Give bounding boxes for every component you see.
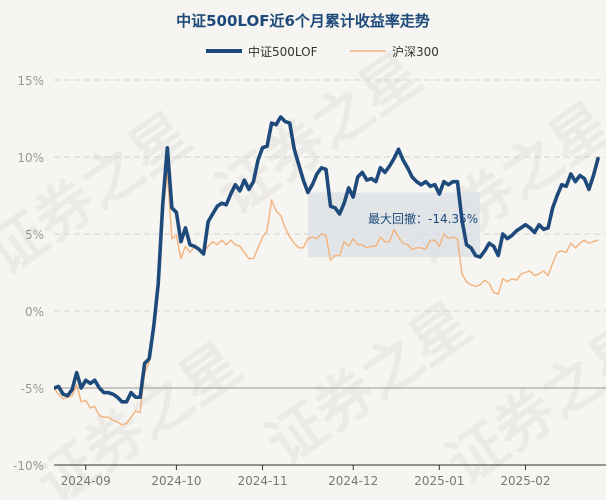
y-tick-label: 5% [25, 228, 44, 242]
x-tick-label: 2024-10 [151, 474, 201, 488]
x-axis: 2024-09 2024-10 2024-11 2024-12 2025-01 2025-… [54, 464, 606, 488]
legend-label-index: 沪深300 [392, 45, 439, 59]
x-tick-label: 2024-09 [61, 474, 111, 488]
x-tick-label: 2024-12 [328, 474, 378, 488]
x-tick-label: 2024-11 [237, 474, 287, 488]
y-axis: 15% 10% 5% 0% -5% -10% [13, 74, 44, 473]
y-tick-label: 10% [17, 151, 44, 165]
drawdown-band [307, 192, 481, 258]
x-tick-label: 2025-02 [500, 474, 550, 488]
legend: 中证500LOF 沪深300 [206, 44, 439, 59]
x-tick-label: 2025-01 [414, 474, 464, 488]
series-line-fund [54, 115, 600, 404]
y-tick-label: 15% [17, 74, 44, 88]
chart-title: 中证500LOF近6个月累计收益率走势 [176, 12, 430, 30]
y-tick-label: -5% [21, 382, 44, 396]
y-tick-label: 0% [25, 305, 44, 319]
watermark-text: 证券之星 [24, 329, 253, 500]
max-drawdown-region [307, 192, 481, 258]
y-tick-label: -10% [13, 459, 44, 473]
drawdown-label: 最大回撤：-14.35% [368, 211, 478, 226]
drawdown-annotation: 最大回撤：-14.35% [368, 211, 478, 226]
series-lines [54, 115, 600, 426]
legend-label-fund: 中证500LOF [248, 44, 318, 59]
